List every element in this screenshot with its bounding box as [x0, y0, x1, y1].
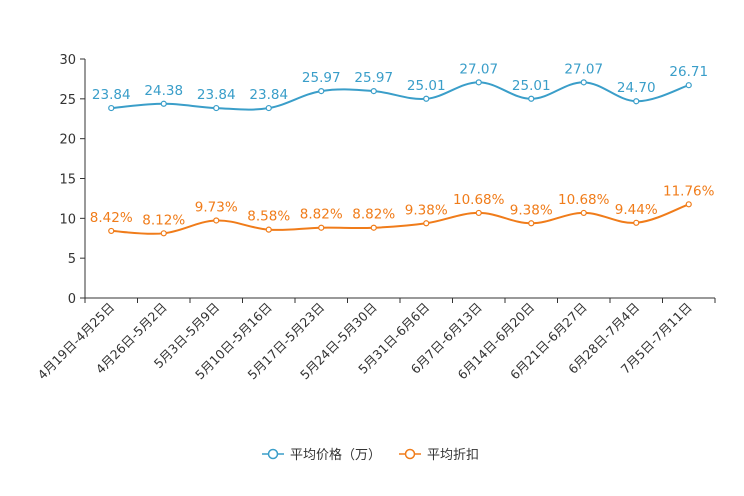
series-line: [111, 81, 690, 111]
data-point[interactable]: [318, 88, 325, 95]
data-point[interactable]: [685, 82, 692, 89]
data-label: 9.38%: [510, 202, 553, 218]
data-point[interactable]: [423, 95, 430, 102]
legend-marker-icon: [267, 448, 279, 460]
data-label: 25.97: [302, 70, 341, 86]
data-point[interactable]: [318, 224, 325, 231]
data-label: 9.38%: [405, 202, 448, 218]
chart-legend[interactable]: 平均价格（万） 平均折扣: [262, 447, 479, 463]
series-1: 23.84 24.38 23.84 23.84 25.97 25.97 25.01 27.07…: [92, 61, 708, 112]
data-point[interactable]: [685, 201, 692, 208]
chart-series: 23.84 24.38 23.84 23.84 25.97 25.97 25.01 27.07…: [90, 61, 715, 237]
data-label: 10.68%: [558, 192, 610, 208]
data-point[interactable]: [265, 104, 272, 112]
data-label: 8.58%: [247, 209, 290, 225]
data-point[interactable]: [633, 98, 640, 105]
data-point[interactable]: [528, 95, 535, 102]
data-label: 9.73%: [195, 199, 238, 215]
data-point[interactable]: [633, 219, 640, 226]
legend-label: 平均价格（万）: [290, 447, 381, 463]
legend-marker-icon: [404, 448, 416, 460]
data-label: 8.82%: [300, 207, 343, 223]
data-label: 8.42%: [90, 210, 133, 226]
data-point[interactable]: [213, 104, 220, 112]
data-point[interactable]: [423, 220, 430, 227]
series-2: 8.42% 8.12% 9.73% 8.58% 8.82% 8.82% 9.38% 10.68…: [90, 183, 715, 237]
y-tick-label: 25: [59, 93, 76, 108]
data-label: 9.44%: [615, 202, 658, 218]
data-label: 25.97: [354, 70, 393, 86]
data-point[interactable]: [160, 230, 167, 237]
y-tick-label: 20: [59, 133, 76, 148]
data-label: 8.12%: [142, 212, 185, 228]
data-label: 23.84: [92, 87, 131, 103]
legend-item-2[interactable]: 平均折扣: [399, 448, 479, 463]
data-label: 23.84: [197, 87, 236, 103]
data-label: 25.01: [512, 78, 551, 94]
y-tick-label: 0: [68, 292, 76, 307]
data-label: 23.84: [249, 87, 288, 103]
data-point[interactable]: [108, 227, 115, 235]
y-tick-label: 10: [59, 212, 76, 227]
y-tick-label: 15: [59, 173, 76, 188]
data-point[interactable]: [580, 209, 587, 217]
data-point[interactable]: [528, 220, 535, 227]
legend-label: 平均折扣: [427, 448, 479, 463]
data-label: 24.70: [617, 80, 656, 96]
data-label: 24.38: [144, 83, 183, 99]
data-point[interactable]: [108, 104, 115, 112]
y-tick-label: 5: [68, 252, 76, 267]
data-label: 10.68%: [453, 192, 505, 208]
data-label: 27.07: [459, 61, 498, 77]
data-point[interactable]: [370, 224, 377, 231]
series-line: [111, 203, 690, 235]
data-point[interactable]: [475, 209, 482, 217]
y-tick-label: 30: [59, 53, 76, 68]
data-label: 11.76%: [663, 183, 715, 199]
data-point[interactable]: [265, 226, 272, 233]
data-point[interactable]: [213, 217, 220, 224]
data-label: 8.82%: [352, 207, 395, 223]
data-point[interactable]: [370, 88, 377, 95]
data-point[interactable]: [475, 79, 482, 86]
data-point[interactable]: [160, 100, 167, 107]
data-point[interactable]: [580, 79, 587, 86]
legend-item-1[interactable]: 平均价格（万）: [262, 447, 381, 463]
data-label: 27.07: [564, 61, 603, 77]
data-label: 25.01: [407, 78, 446, 94]
data-label: 26.71: [669, 64, 708, 80]
